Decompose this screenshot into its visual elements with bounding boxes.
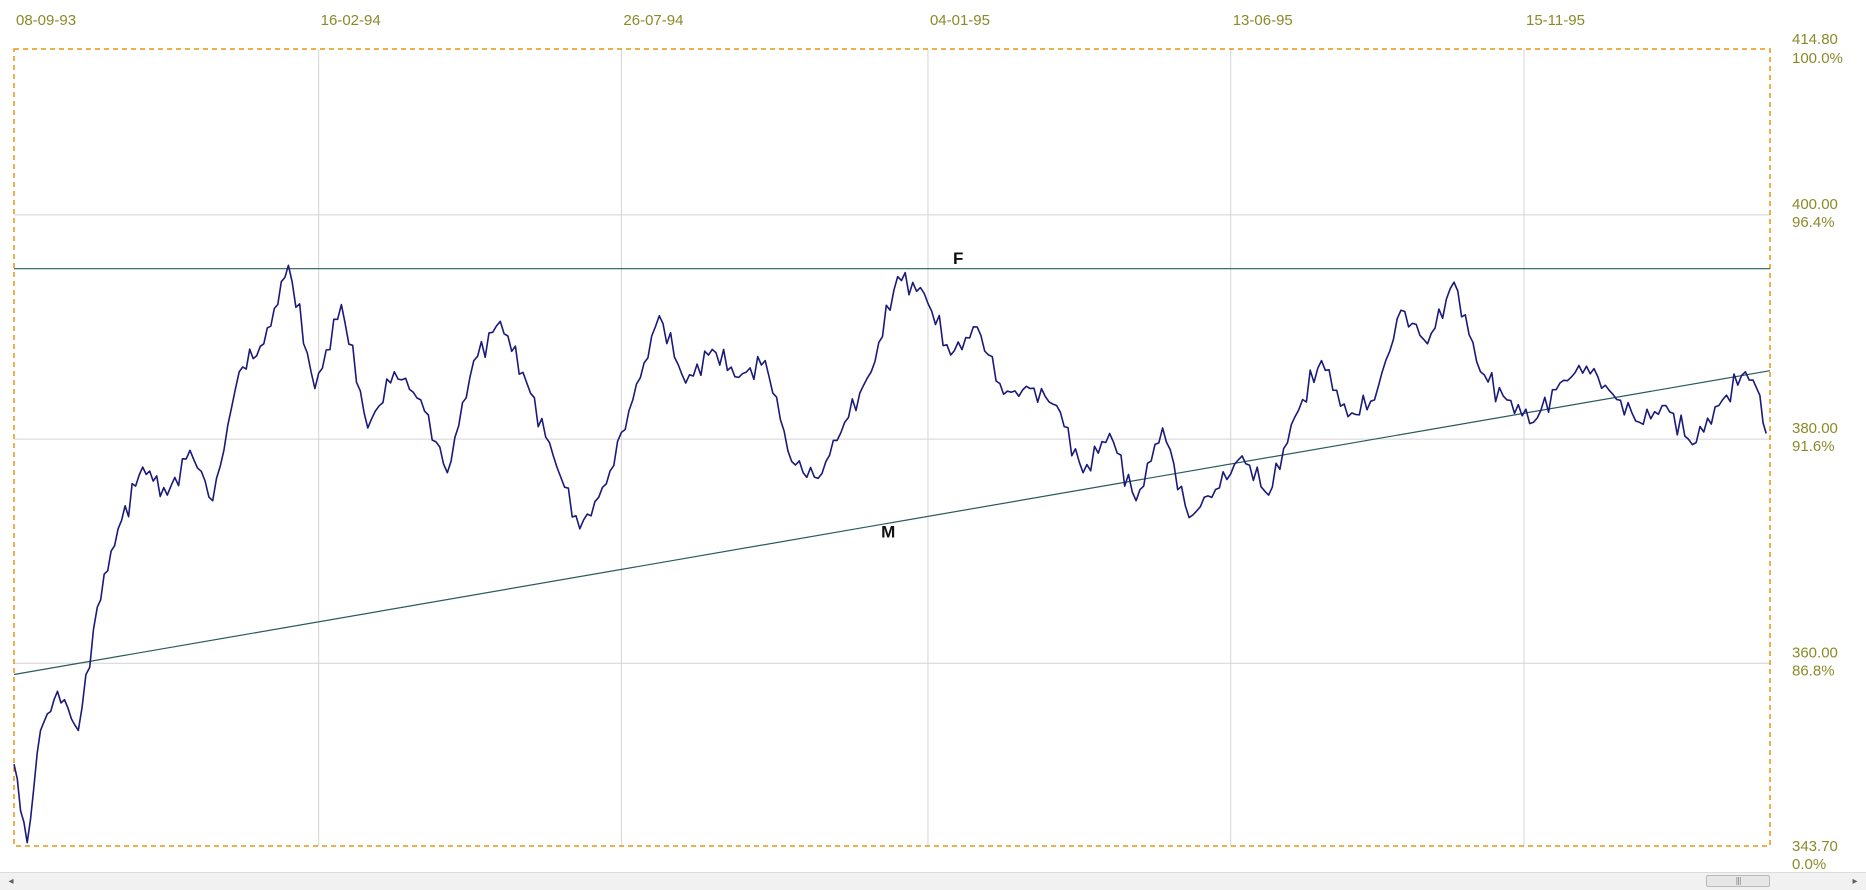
trend-line <box>13 370 1771 676</box>
horizontal-scrollbar[interactable]: ◂ ||| ▸ <box>0 872 1866 890</box>
line-chart: 08-09-93 16-02-94 26-07-94 04-01-95 13-06-95… <box>13 12 1843 872</box>
scroll-left-arrow-icon[interactable]: ◂ <box>8 876 14 887</box>
series <box>13 264 1767 844</box>
annotation-label-f: F <box>953 249 963 268</box>
scroll-thumb[interactable]: ||| <box>1706 875 1770 887</box>
y-tick-percent-label: 0.0% <box>1792 856 1826 872</box>
y-tick-percent-label: 86.8% <box>1792 662 1835 679</box>
y-tick-percent-label: 100.0% <box>1792 50 1843 67</box>
y-tick-percent-label: 91.6% <box>1792 438 1835 455</box>
x-tick-label: 26-07-94 <box>623 12 683 29</box>
x-tick-label: 08-09-93 <box>16 12 76 29</box>
x-tick-label: 16-02-94 <box>321 12 381 29</box>
y-tick-label: 343.70 <box>1792 838 1838 855</box>
annotation-label-m: M <box>881 523 895 542</box>
y-tick-label: 380.00 <box>1792 420 1838 437</box>
y-tick-label: 414.80 <box>1792 31 1838 48</box>
x-axis-ticks: 08-09-93 16-02-94 26-07-94 04-01-95 13-06-95… <box>16 12 1585 29</box>
scroll-right-arrow-icon[interactable]: ▸ <box>1852 876 1858 887</box>
trend-lines <box>13 268 1771 676</box>
annotations: FM <box>881 249 963 542</box>
y-tick-label: 360.00 <box>1792 644 1838 661</box>
plot-frame <box>13 48 1771 847</box>
y-tick-percent-label: 96.4% <box>1792 214 1835 231</box>
x-tick-label: 13-06-95 <box>1233 12 1293 29</box>
y-tick-label: 400.00 <box>1792 196 1838 213</box>
x-tick-label: 04-01-95 <box>930 12 990 29</box>
price-series-line <box>13 264 1767 844</box>
x-tick-label: 15-11-95 <box>1526 12 1585 29</box>
grid <box>14 49 1770 846</box>
